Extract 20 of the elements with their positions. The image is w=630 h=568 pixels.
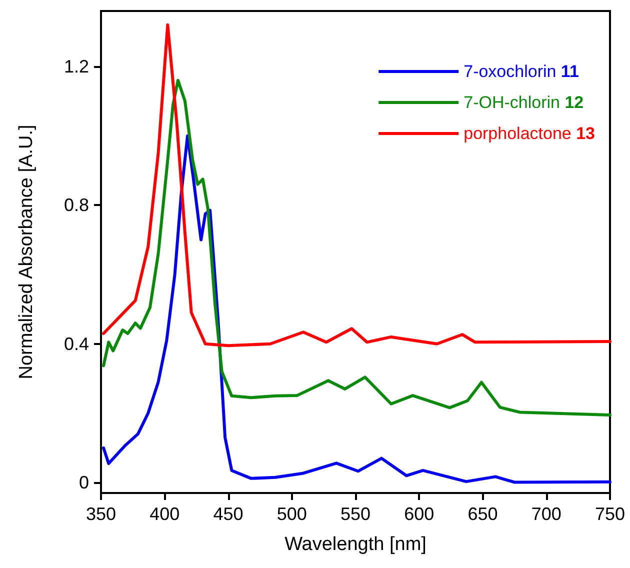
y-tick-label: 1.2 [64, 56, 89, 76]
x-tick-label: 550 [340, 504, 371, 524]
x-tick-label: 750 [594, 504, 626, 524]
x-tick-label: 500 [276, 504, 307, 524]
y-tick-label: 0 [78, 472, 89, 493]
legend-label: porpholactone 13 [464, 124, 596, 143]
y-tick-label: 0.8 [64, 195, 89, 216]
y-axis-title: Normalized Absorbance [A.U.] [16, 124, 37, 380]
x-tick-label: 650 [468, 504, 498, 524]
x-tick-label: 450 [213, 504, 244, 524]
line-series [102, 23, 612, 348]
x-tick-label: 400 [150, 504, 180, 524]
line-series [102, 78, 612, 416]
y-tick-label: 0.4 [64, 334, 89, 354]
legend-label: 7-oxochlorin 11 [464, 62, 579, 81]
legend-label: 7-OH-chlorin 12 [464, 93, 584, 112]
x-tick-label: 350 [86, 504, 116, 524]
x-tick-label: 600 [404, 504, 434, 524]
x-tick-label: 700 [531, 504, 562, 524]
x-axis-title: Wavelength [nm] [284, 534, 426, 555]
